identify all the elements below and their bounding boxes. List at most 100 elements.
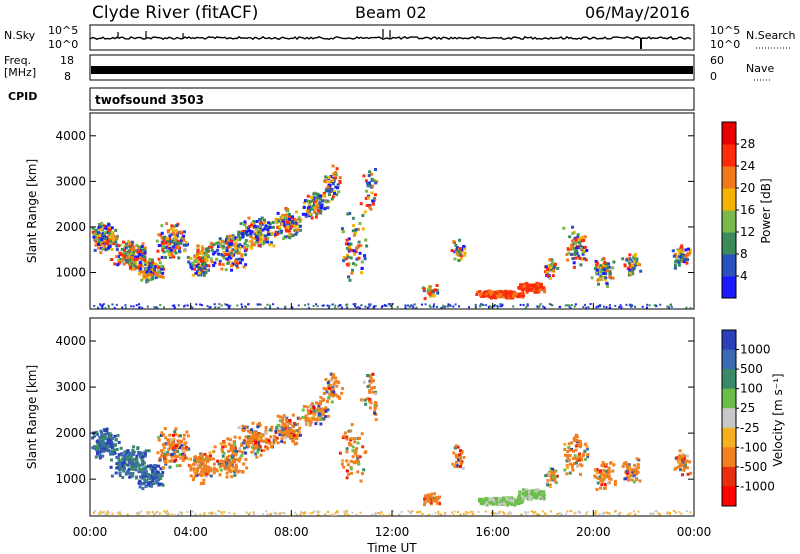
scatter-cell <box>278 227 282 231</box>
scatter-cell <box>237 232 240 236</box>
scatter-cell <box>354 228 358 232</box>
scatter-cell <box>636 262 640 266</box>
scatter-cell <box>259 221 263 225</box>
scatter-cell <box>144 484 148 488</box>
scatter-cell <box>244 435 248 439</box>
scatter-cell <box>500 498 504 502</box>
scatter-cell <box>480 498 484 502</box>
scatter-cell <box>632 266 636 270</box>
scatter-cell <box>365 204 369 207</box>
scatter-cell <box>286 220 289 224</box>
scatter-cell <box>680 244 684 248</box>
scatter-cell <box>274 438 278 442</box>
scatter-cell <box>666 305 669 308</box>
scatter-cell <box>490 291 494 295</box>
scatter-cell <box>577 238 581 241</box>
scatter-cell <box>468 306 470 309</box>
scatter-cell <box>111 512 114 515</box>
scatter-cell <box>355 513 358 516</box>
scatter-cell <box>253 224 257 228</box>
scatter-cell <box>127 262 131 266</box>
scatter-cell <box>319 395 323 399</box>
scatter-cell <box>400 511 403 513</box>
scatter-cell <box>544 265 548 269</box>
scatter-cell <box>106 513 109 516</box>
scatter-cell <box>360 260 364 264</box>
scatter-cell <box>600 472 604 476</box>
scatter-cell <box>252 431 256 435</box>
scatter-cell <box>447 305 450 308</box>
scatter-cell <box>459 464 462 468</box>
scatter-cell <box>225 471 229 475</box>
scatter-cell <box>593 267 597 271</box>
scatter-cell <box>138 268 142 272</box>
scatter-cell <box>140 458 144 462</box>
scatter-cell <box>233 447 237 451</box>
scatter-cell <box>278 225 282 228</box>
scatter-cell <box>565 472 569 476</box>
scatter-cell <box>120 248 124 251</box>
scatter-cell <box>138 267 142 270</box>
scatter-cell <box>201 247 205 251</box>
x-tick-label: 04:00 <box>173 525 208 539</box>
colorbar-tick-label: 24 <box>740 159 755 173</box>
scatter-cell <box>226 262 230 265</box>
scatter-cell <box>132 305 135 308</box>
scatter-cell <box>278 419 282 423</box>
scatter-cell <box>586 453 590 457</box>
scatter-cell <box>143 256 147 260</box>
scatter-cell <box>100 221 104 225</box>
scatter-cell <box>99 510 102 513</box>
scatter-cell <box>453 446 457 450</box>
scatter-cell <box>612 260 616 264</box>
scatter-cell <box>219 511 222 514</box>
scatter-cell <box>237 458 241 462</box>
scatter-cell <box>247 303 250 306</box>
scatter-cell <box>206 253 209 257</box>
scatter-cell <box>576 464 580 468</box>
scatter-cell <box>532 513 535 516</box>
power-colorbar-label: Power [dB] <box>759 178 773 243</box>
scatter-cell <box>272 441 276 445</box>
scatter-cell <box>315 303 318 306</box>
scatter-cell <box>240 253 244 257</box>
scatter-cell <box>686 253 690 257</box>
scatter-cell <box>151 511 154 514</box>
scatter-cell <box>181 511 184 514</box>
scatter-cell <box>93 248 97 252</box>
scatter-cell <box>595 261 599 265</box>
scatter-cell <box>206 305 209 308</box>
scatter-cell <box>270 425 274 429</box>
scatter-cell <box>195 457 199 461</box>
scatter-cell <box>179 230 183 234</box>
scatter-cell <box>114 471 118 475</box>
scatter-cell <box>179 237 183 241</box>
scatter-cell <box>682 466 686 470</box>
scatter-cell <box>127 239 131 243</box>
scatter-cell <box>170 442 174 445</box>
scatter-cell <box>579 246 583 250</box>
scatter-cell <box>296 228 300 232</box>
scatter-cell <box>146 267 150 271</box>
scatter-cell <box>201 245 204 249</box>
scatter-cell <box>154 471 158 475</box>
scatter-cell <box>154 262 158 266</box>
scatter-cell <box>599 270 603 274</box>
scatter-cell <box>479 293 482 297</box>
scatter-cell <box>102 224 106 228</box>
scatter-cell <box>599 278 603 282</box>
scatter-cell <box>332 190 336 194</box>
scatter-cell <box>257 230 261 234</box>
scatter-cell <box>335 193 339 197</box>
scatter-cell <box>111 436 114 440</box>
scatter-cell <box>110 449 114 453</box>
scatter-cell <box>264 426 268 430</box>
freq-unit: [MHz] <box>4 66 36 79</box>
scatter-cell <box>127 467 131 471</box>
scatter-cell <box>218 240 222 244</box>
scatter-cell <box>634 513 637 516</box>
scatter-cell <box>227 449 231 453</box>
scatter-cell <box>155 306 157 309</box>
scatter-cell <box>115 466 119 470</box>
scatter-cell <box>284 305 287 308</box>
